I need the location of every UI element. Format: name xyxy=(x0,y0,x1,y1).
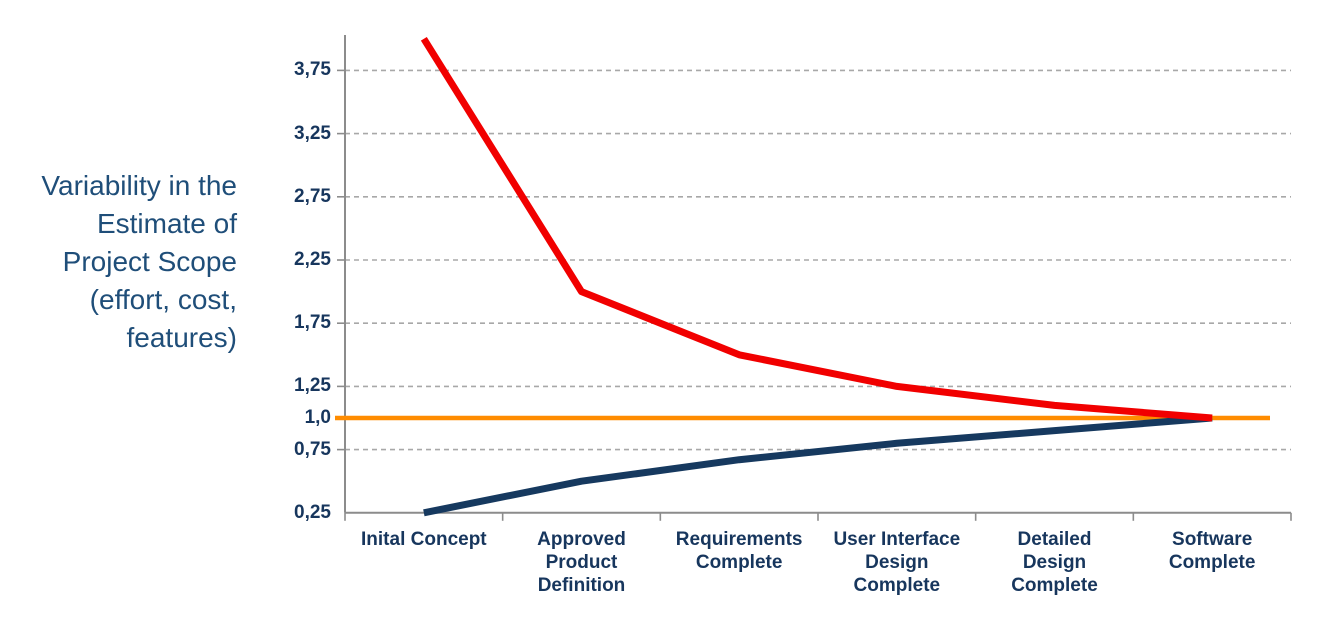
y-tick-label: 0,75 xyxy=(294,438,331,460)
x-category-label: Approved Product Definition xyxy=(537,529,626,596)
y-tick-label: 1,75 xyxy=(294,312,331,334)
y-tick-label: 1,0 xyxy=(304,407,331,428)
y-tick-label: 0,25 xyxy=(294,501,331,523)
x-category-label: User Interface Design Complete xyxy=(833,529,961,596)
y-tick-label: 3,75 xyxy=(294,59,331,81)
y-tick-label: 1,25 xyxy=(294,375,331,397)
x-category-label: Requirements Complete xyxy=(675,529,803,573)
y-tick-label: 2,75 xyxy=(294,185,331,207)
x-category-label: Inital Concept xyxy=(361,529,487,550)
lower-variability-bound-line xyxy=(423,414,1213,517)
y-tick-label: 3,25 xyxy=(294,122,331,144)
x-category-label: Detailed Design Complete xyxy=(1011,529,1098,596)
y-tick-label: 2,25 xyxy=(294,249,331,270)
upper-variability-bound-line xyxy=(420,36,1213,422)
x-category-label: Software Complete xyxy=(1168,529,1256,573)
y-axis-title: Variability in the Estimate of Project S… xyxy=(41,170,237,353)
